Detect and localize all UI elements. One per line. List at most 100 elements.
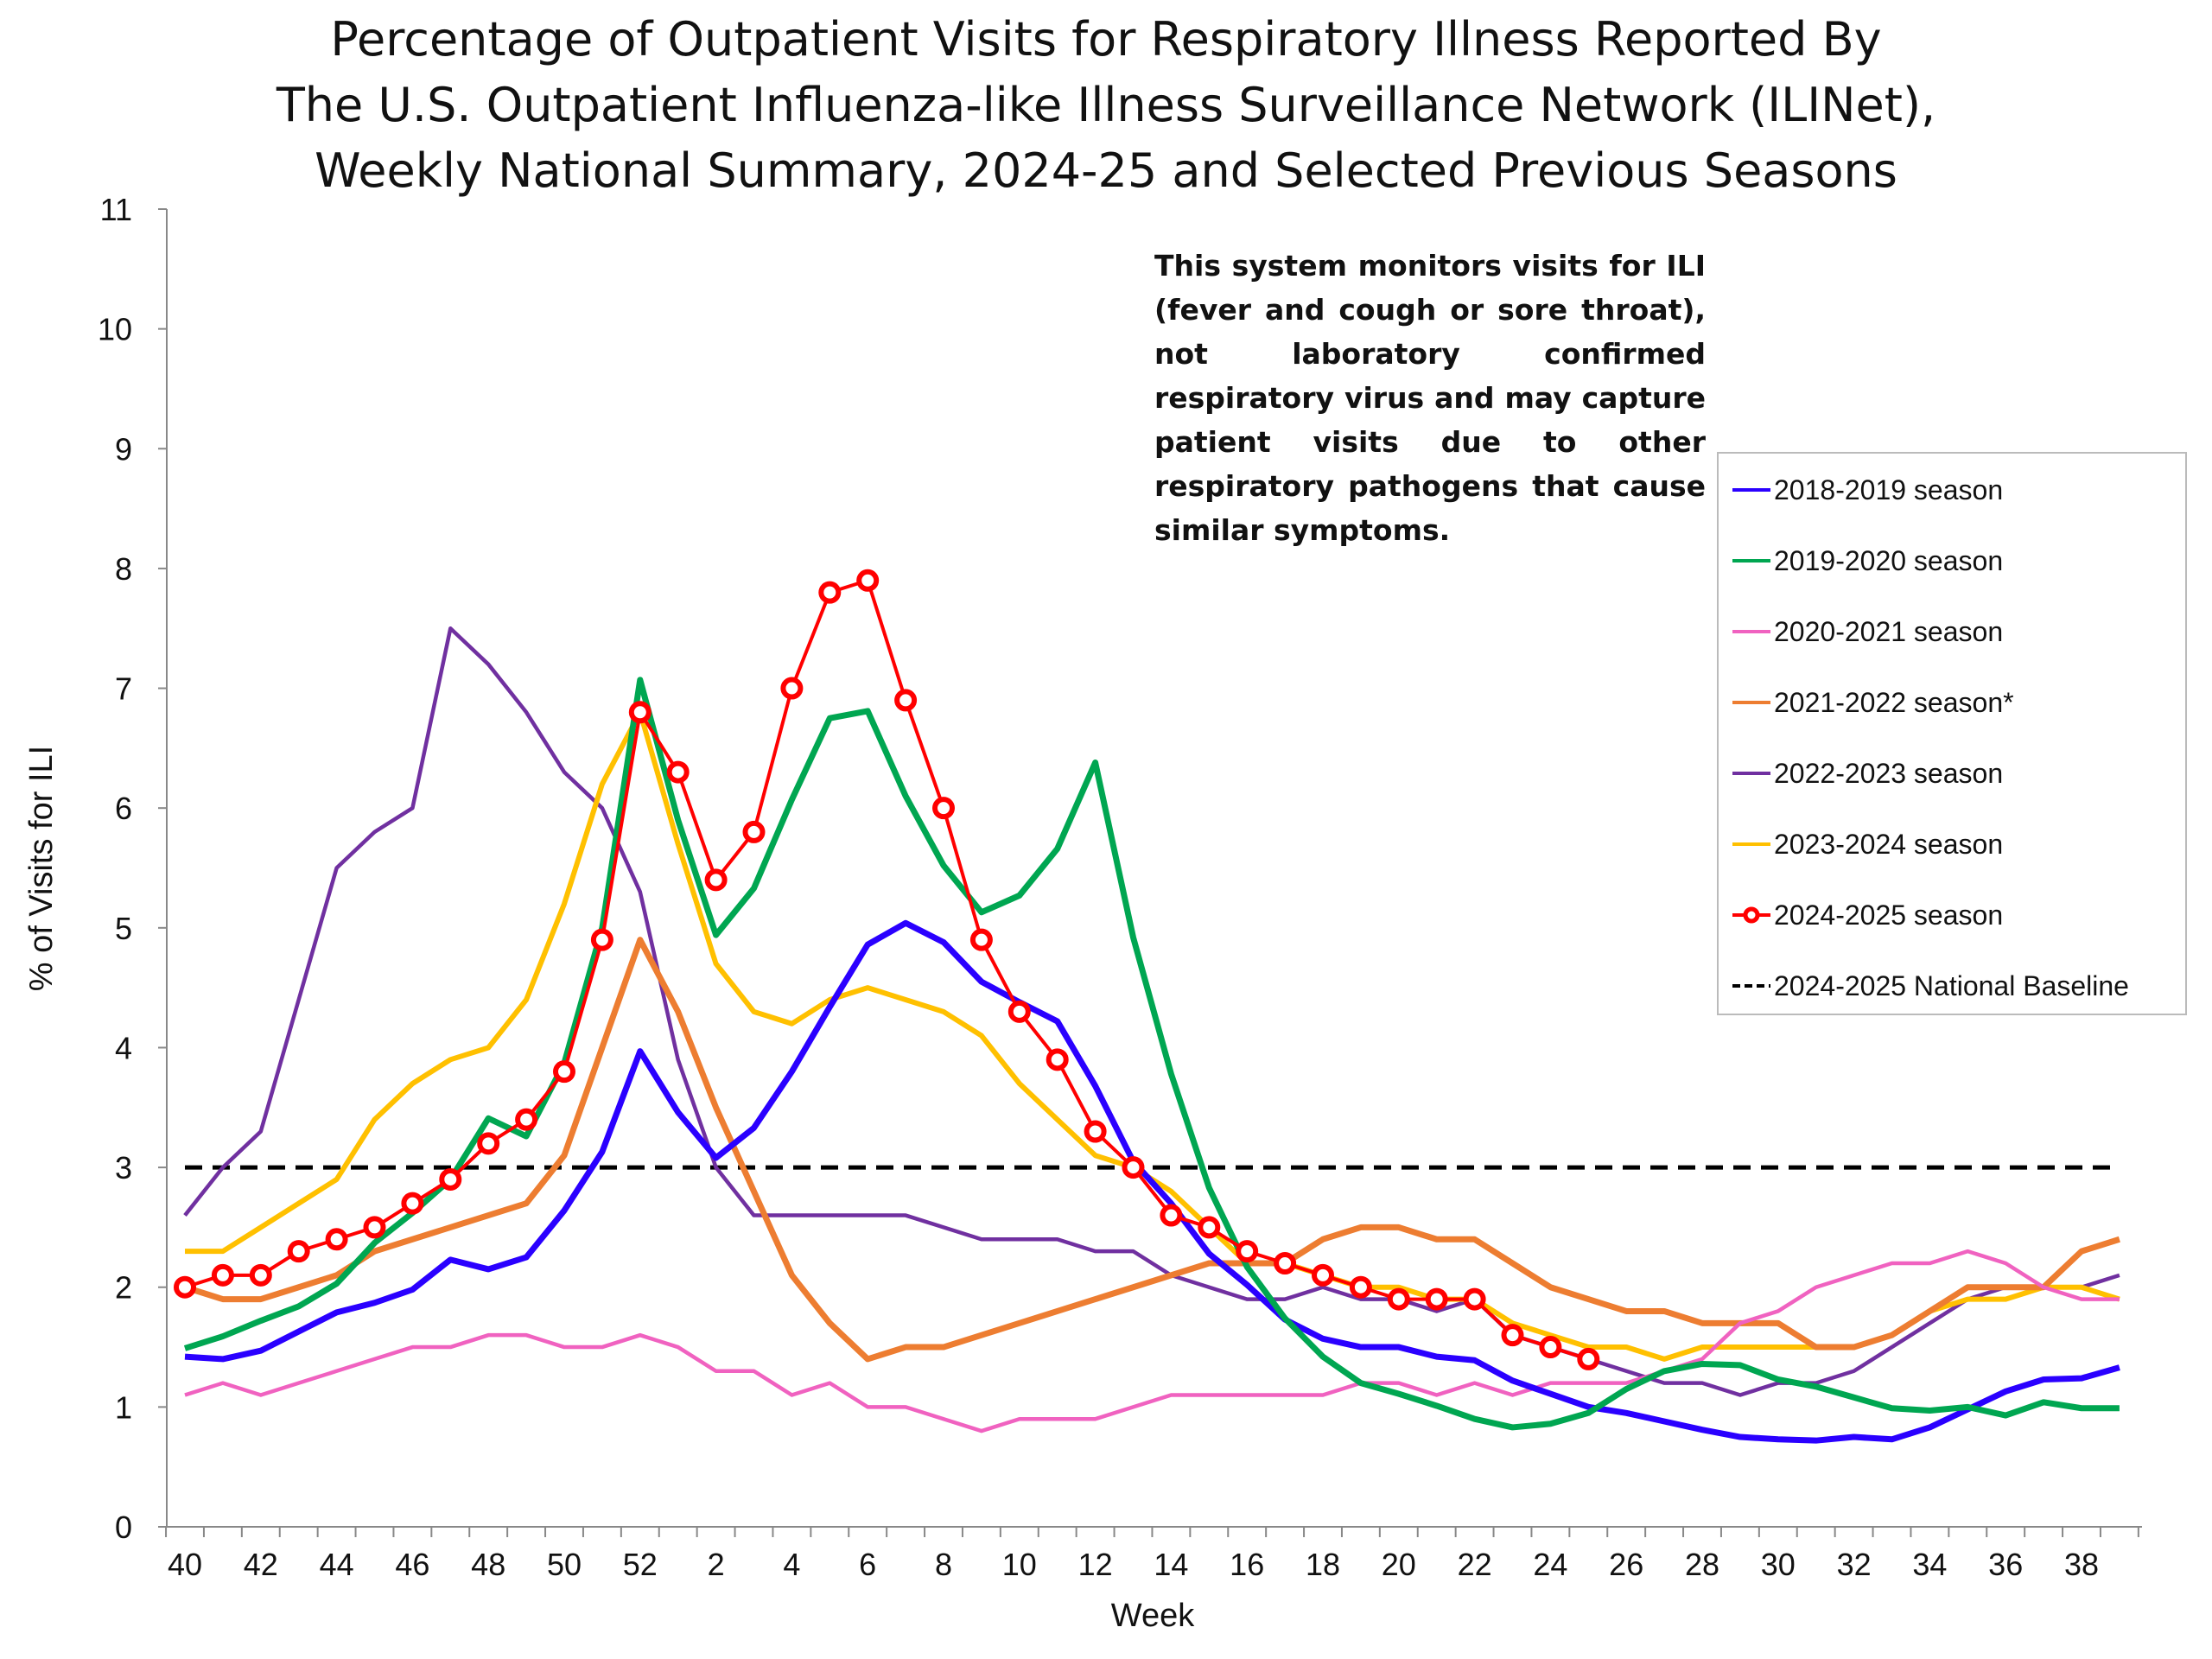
legend-label: 2023-2024 season (1774, 828, 2004, 860)
y-axis-label: % of Visits for ILI (23, 746, 60, 991)
x-tick-label: 30 (1761, 1547, 1796, 1582)
legend-item: 2023-2024 season (1731, 827, 2003, 861)
data-point-2024-2025 (1046, 1048, 1069, 1071)
data-point-2024-2025 (477, 1132, 500, 1155)
data-point-2024-2025 (249, 1263, 272, 1287)
x-tick-label: 6 (859, 1547, 876, 1582)
y-tick-label: 7 (115, 671, 132, 707)
legend-label: 2018-2019 season (1774, 474, 2004, 505)
data-point-2024-2025 (325, 1228, 348, 1251)
data-point-2024-2025 (1007, 1000, 1031, 1023)
legend-swatch-icon (1732, 559, 1770, 563)
x-tick-label: 4 (783, 1547, 800, 1582)
y-tick-label: 8 (115, 551, 132, 587)
x-tick-label: 12 (1078, 1547, 1113, 1582)
x-tick-label: 42 (244, 1547, 278, 1582)
data-point-2024-2025 (666, 760, 690, 784)
data-point-2024-2025 (287, 1240, 310, 1263)
data-point-2024-2025 (894, 689, 918, 712)
y-tick-label: 11 (100, 192, 132, 227)
data-point-2024-2025 (590, 928, 613, 951)
data-point-2024-2025 (1236, 1240, 1259, 1263)
y-tick-label: 2 (115, 1270, 132, 1306)
legend-swatch-icon (1732, 701, 1770, 704)
x-tick-label: 32 (1837, 1547, 1872, 1582)
series-line-2018-2019-season (184, 919, 2120, 1444)
data-point-2024-2025 (856, 569, 880, 592)
data-point-2024-2025 (932, 797, 955, 820)
data-point-2024-2025 (969, 928, 993, 951)
legend-label: 2024-2025 season (1774, 899, 2004, 931)
data-point-2024-2025 (1122, 1156, 1145, 1179)
legend-label: 2021-2022 season* (1774, 686, 2014, 718)
data-point-2024-2025 (439, 1167, 462, 1191)
legend-label: 2022-2023 season (1774, 757, 2004, 789)
data-point-2024-2025 (1387, 1287, 1410, 1311)
data-point-2024-2025 (515, 1108, 538, 1131)
x-axis-label: Week (1111, 1598, 1195, 1634)
series-group (174, 569, 2120, 1444)
legend-item: 2021-2022 season* (1731, 685, 2014, 720)
legend: 2018-2019 season 2019-2020 season 2020-202… (1717, 452, 2187, 1015)
data-point-2024-2025 (1539, 1336, 1562, 1359)
x-tick-label: 34 (1912, 1547, 1947, 1582)
legend-item: 2020-2021 season (1731, 614, 2003, 649)
x-tick-label: 8 (935, 1547, 952, 1582)
data-point-2024-2025 (553, 1060, 575, 1084)
data-point-2024-2025 (742, 820, 766, 843)
y-tick-label: 1 (115, 1389, 132, 1425)
x-tick-label: 36 (1988, 1547, 2023, 1582)
data-point-2024-2025 (1274, 1252, 1297, 1274)
legend-swatch-icon (1732, 772, 1770, 775)
legend-item: 2022-2023 season (1731, 756, 2003, 791)
data-point-2024-2025 (1084, 1120, 1107, 1143)
x-tick-label: 44 (320, 1547, 354, 1582)
legend-item: 2018-2019 season (1731, 473, 2003, 507)
x-tick-label: 26 (1609, 1547, 1643, 1582)
x-tick-label: 46 (395, 1547, 429, 1582)
data-point-2024-2025 (1425, 1287, 1448, 1311)
data-point-2024-2025 (1501, 1324, 1524, 1347)
data-point-2024-2025 (1312, 1263, 1334, 1287)
data-point-2024-2025 (1577, 1347, 1600, 1370)
series-line-2020-2021-season (184, 1249, 2120, 1433)
data-point-2024-2025 (401, 1192, 424, 1215)
legend-swatch-icon (1732, 842, 1770, 846)
series-line-2019-2020-season (183, 677, 2120, 1431)
legend-item: 2024-2025 season (1731, 898, 2003, 932)
x-tick-label: 52 (623, 1547, 658, 1582)
x-tick-label: 20 (1382, 1547, 1416, 1582)
data-point-2024-2025 (363, 1216, 386, 1239)
legend-item: 2019-2020 season (1731, 543, 2003, 578)
data-point-2024-2025 (628, 701, 652, 724)
data-point-2024-2025 (818, 581, 842, 604)
x-tick-label: 18 (1306, 1547, 1340, 1582)
legend-swatch-icon (1732, 906, 1770, 924)
data-point-2024-2025 (1160, 1204, 1183, 1227)
data-point-2024-2025 (1198, 1216, 1221, 1239)
x-tick-label: 40 (168, 1547, 202, 1582)
data-point-2024-2025 (704, 868, 728, 892)
legend-label: 2024-2025 National Baseline (1774, 969, 2129, 1001)
x-tick-label: 2 (708, 1547, 725, 1582)
x-tick-label: 38 (2064, 1547, 2099, 1582)
y-tick-label: 4 (115, 1030, 132, 1065)
data-point-2024-2025 (1349, 1275, 1372, 1299)
chart-title-line-1: Percentage of Outpatient Visits for Resp… (330, 12, 1881, 67)
x-tick-label: 14 (1154, 1547, 1188, 1582)
legend-label: 2019-2020 season (1774, 544, 2004, 576)
data-point-2024-2025 (780, 677, 804, 700)
y-tick-label: 3 (115, 1150, 132, 1185)
legend-swatch-icon (1732, 630, 1770, 633)
x-tick-label: 50 (547, 1547, 582, 1582)
y-tick-label: 6 (115, 791, 132, 826)
chart-title-line-2: The U.S. Outpatient Influenza-like Illne… (276, 78, 1936, 132)
chart-title-line-3: Weekly National Summary, 2024-25 and Sel… (315, 143, 1897, 198)
data-point-2024-2025 (1463, 1287, 1486, 1311)
data-point-2024-2025 (211, 1263, 234, 1287)
x-tick-label: 10 (1002, 1547, 1037, 1582)
legend-label: 2020-2021 season (1774, 615, 2004, 647)
y-tick-label: 5 (115, 911, 132, 946)
